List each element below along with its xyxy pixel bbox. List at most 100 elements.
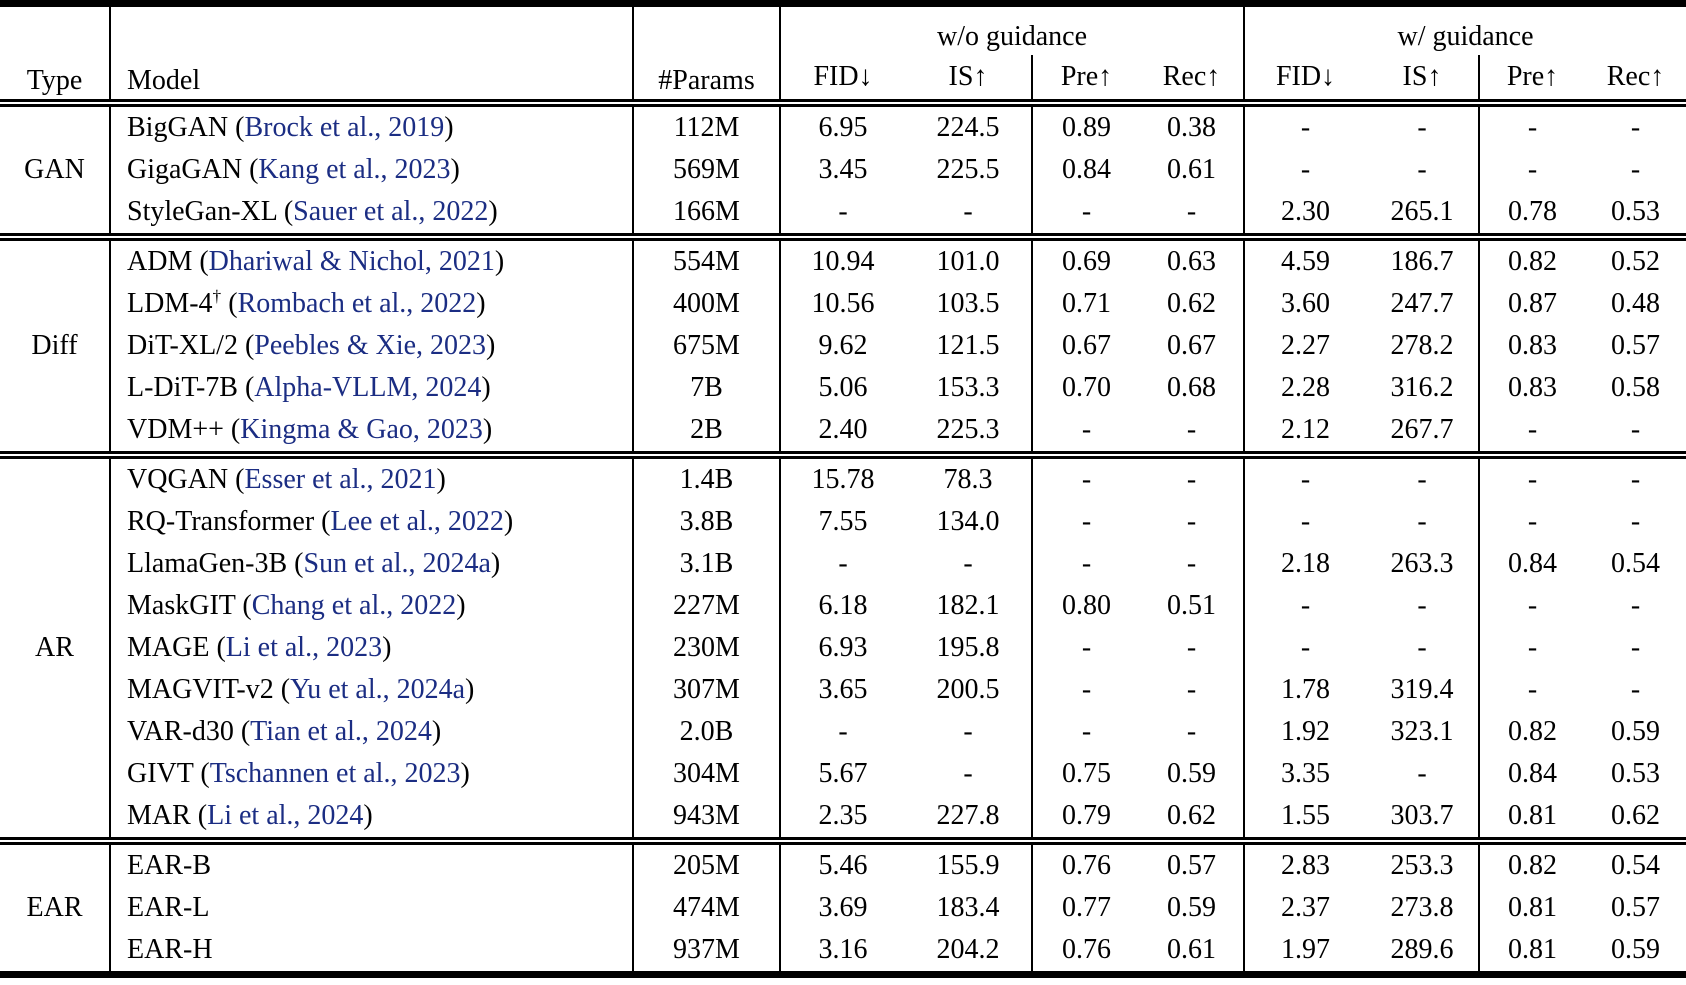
citation-link[interactable]: Sauer et al., 2022 [293,196,489,227]
rec-wo-cell: 0.59 [1140,753,1245,795]
pre-w-cell: - [1479,451,1585,501]
pre-w-cell: 0.87 [1508,288,1557,319]
is-w-cell: - [1366,451,1480,501]
citation-link[interactable]: Peebles & Xie, 2023 [254,330,487,361]
table-row: EAR EAR-B 205M 5.46 155.9 0.76 0.57 2.83 253.3 0.… [0,837,1686,975]
rec-wo-cell: - [1140,627,1245,669]
pre-wo-cell: 0.67 [1062,330,1111,361]
params-cell: 7B [633,367,781,409]
rec-w-cell: 0.52 [1585,233,1686,283]
is-wo-cell: 121.5 [905,325,1033,367]
is-w-cell: 265.1 [1366,191,1480,237]
citation-link[interactable]: Kang et al., 2023 [258,154,451,185]
rec-wo-cell: 0.59 [1140,887,1245,929]
params-cell: 230M [633,627,781,669]
col-header-fid-w: FID↓ [1244,55,1366,107]
col-header-model: Model [110,3,634,107]
pre-wo-cell: - [1081,506,1092,537]
citation-link[interactable]: Dhariwal & Nichol, 2021 [208,246,495,277]
group-header-with-guidance: w/ guidance [1397,21,1534,52]
is-wo-cell: 225.3 [905,409,1033,455]
fid-wo-cell: 3.69 [818,892,868,923]
rec-wo-cell: 0.62 [1140,795,1245,841]
fid-w-cell: 2.30 [1281,196,1330,227]
fid-w-cell: - [1300,506,1311,537]
params-cell: 943M [633,795,781,841]
is-w-cell: 267.7 [1366,409,1480,455]
fid-wo-cell: 2.35 [818,800,868,831]
is-wo-cell: 101.0 [905,233,1033,283]
citation-link[interactable]: Chang et al., 2022 [251,590,457,621]
model-name: StyleGan-XL [127,196,277,227]
model-cell: EAR-B [110,837,634,887]
citation-link[interactable]: Tian et al., 2024 [250,716,432,747]
is-wo-cell: 204.2 [905,929,1033,975]
pre-w-cell: - [1527,674,1538,705]
table-row: GAN BigGAN (Brock et al., 2019) 112M 6.95 22… [0,103,1686,237]
params-cell: 2.0B [633,711,781,753]
rec-wo-cell: 0.57 [1140,837,1245,887]
table-row: EAR-L 474M 3.69 183.4 0.77 0.59 2.37 273.8 0.81 0… [0,887,1686,929]
pre-w-cell: 0.84 [1508,548,1557,579]
table-row: LDM-4† (Rombach et al., 2022) 400M 10.56 10… [0,283,1686,325]
is-wo-cell: - [905,753,1033,795]
col-header-pre-wo: Pre↑ [1032,55,1140,107]
table-row: GigaGAN (Kang et al., 2023) 569M 3.45 225.5… [0,149,1686,191]
pre-w-cell: 0.82 [1508,716,1557,747]
is-w-cell: 316.2 [1366,367,1480,409]
rec-w-cell: - [1630,414,1641,445]
rec-w-cell: 0.48 [1611,288,1660,319]
citation-link[interactable]: Brock et al., 2019 [244,112,445,143]
rec-w-cell: 0.58 [1611,372,1660,403]
citation-link[interactable]: Sun et al., 2024a [303,548,491,579]
model-cell: MaskGIT (Chang et al., 2022) [110,585,634,627]
is-w-cell: 263.3 [1366,543,1480,585]
citation-link[interactable]: Rombach et al., 2022 [237,288,477,319]
citation-link[interactable]: Li et al., 2024 [207,800,364,831]
is-w-cell: 253.3 [1366,837,1480,887]
rec-wo-cell: - [1140,409,1245,455]
group-header-without-guidance: w/o guidance [780,3,1245,55]
citation-link[interactable]: Yu et al., 2024a [290,674,466,705]
table-row: AR VQGAN (Esser et al., 2021) 1.4B 15.78 78.… [0,451,1686,841]
is-w-cell: - [1366,501,1480,543]
header-group-row: Type Model #Params w/o guidance w/ guida… [0,3,1686,107]
is-w-cell: 323.1 [1366,711,1480,753]
rec-wo-cell: 0.38 [1140,103,1245,149]
citation-link[interactable]: Esser et al., 2021 [244,464,437,495]
is-w-cell: 278.2 [1366,325,1480,367]
params-cell: 675M [633,325,781,367]
pre-wo-cell: 0.79 [1062,800,1111,831]
citation-link[interactable]: Lee et al., 2022 [330,506,504,537]
citation-link[interactable]: Li et al., 2023 [225,632,383,663]
params-cell: 3.8B [633,501,781,543]
model-name: MAGE [127,632,210,663]
citation-link[interactable]: Tschannen et al., 2023 [209,758,461,789]
table-row: StyleGan-XL (Sauer et al., 2022) 166M - - - -… [0,191,1686,237]
pre-wo-cell: - [1081,716,1092,747]
citation-link[interactable]: Alpha-VLLM, 2024 [254,372,482,403]
pre-w-cell: 0.83 [1508,372,1557,403]
fid-w-cell: 2.12 [1281,414,1330,445]
rec-wo-cell: - [1140,191,1245,237]
model-cell: StyleGan-XL (Sauer et al., 2022) [110,191,634,237]
rec-w-cell: 0.54 [1585,837,1686,887]
type-cell: EAR [0,837,111,975]
is-w-cell: 247.7 [1366,283,1480,325]
model-name: MaskGIT [127,590,236,621]
model-name: BigGAN [127,112,229,143]
is-w-cell: 303.7 [1366,795,1480,841]
pre-w-cell: 0.81 [1508,800,1557,831]
rec-w-cell: - [1630,506,1641,537]
type-cell: Diff [0,233,111,455]
is-wo-cell: 153.3 [905,367,1033,409]
table-row: Diff ADM (Dhariwal & Nichol, 2021) 554M 10.… [0,233,1686,455]
citation-link[interactable]: Kingma & Gao, 2023 [240,414,483,445]
model-cell: BigGAN (Brock et al., 2019) [110,103,634,149]
pre-wo-cell: 0.76 [1032,837,1140,887]
model-cell: LDM-4† (Rombach et al., 2022) [110,283,634,325]
rec-w-cell: - [1630,674,1641,705]
rec-w-cell: 0.62 [1611,800,1660,831]
is-w-cell: - [1366,627,1480,669]
